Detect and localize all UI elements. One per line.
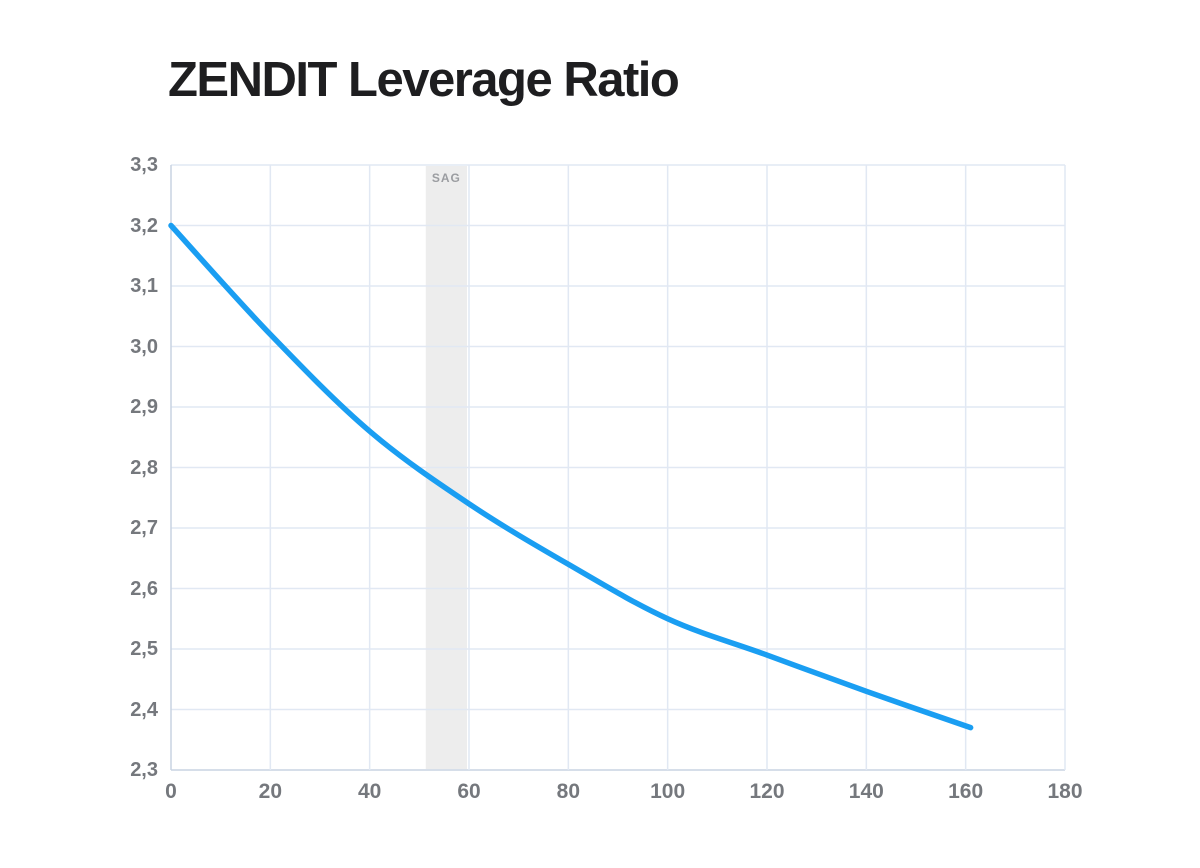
y-tick-label: 2,4 xyxy=(130,698,158,721)
x-tick-label: 120 xyxy=(749,780,785,803)
chart-title: ZENDIT Leverage Ratio xyxy=(168,53,680,107)
y-tick-label: 3,2 xyxy=(130,214,158,237)
x-tick-label: 20 xyxy=(258,780,282,803)
y-tick-label: 2,6 xyxy=(130,577,158,600)
y-tick-label: 2,8 xyxy=(130,456,158,479)
x-tick-label: 140 xyxy=(848,780,884,803)
x-tick-label: 160 xyxy=(948,780,984,803)
y-tick-label: 3,0 xyxy=(130,335,158,358)
y-tick-label: 3,3 xyxy=(130,154,158,176)
y-tick-label: 2,9 xyxy=(130,396,158,418)
x-tick-label: 60 xyxy=(457,780,481,803)
x-tick-label: 180 xyxy=(1047,780,1083,803)
y-tick-label: 2,5 xyxy=(130,638,158,660)
x-tick-label: 0 xyxy=(165,780,177,803)
y-tick-label: 2,7 xyxy=(130,517,158,539)
leverage-ratio-line xyxy=(168,222,974,731)
y-tick-label: 2,3 xyxy=(130,759,158,781)
band-label: SAG xyxy=(431,171,461,185)
y-tick-label: 3,1 xyxy=(130,275,158,297)
x-tick-label: 40 xyxy=(357,780,382,803)
x-tick-label: 80 xyxy=(556,780,580,803)
x-tick-label: 100 xyxy=(650,780,686,803)
